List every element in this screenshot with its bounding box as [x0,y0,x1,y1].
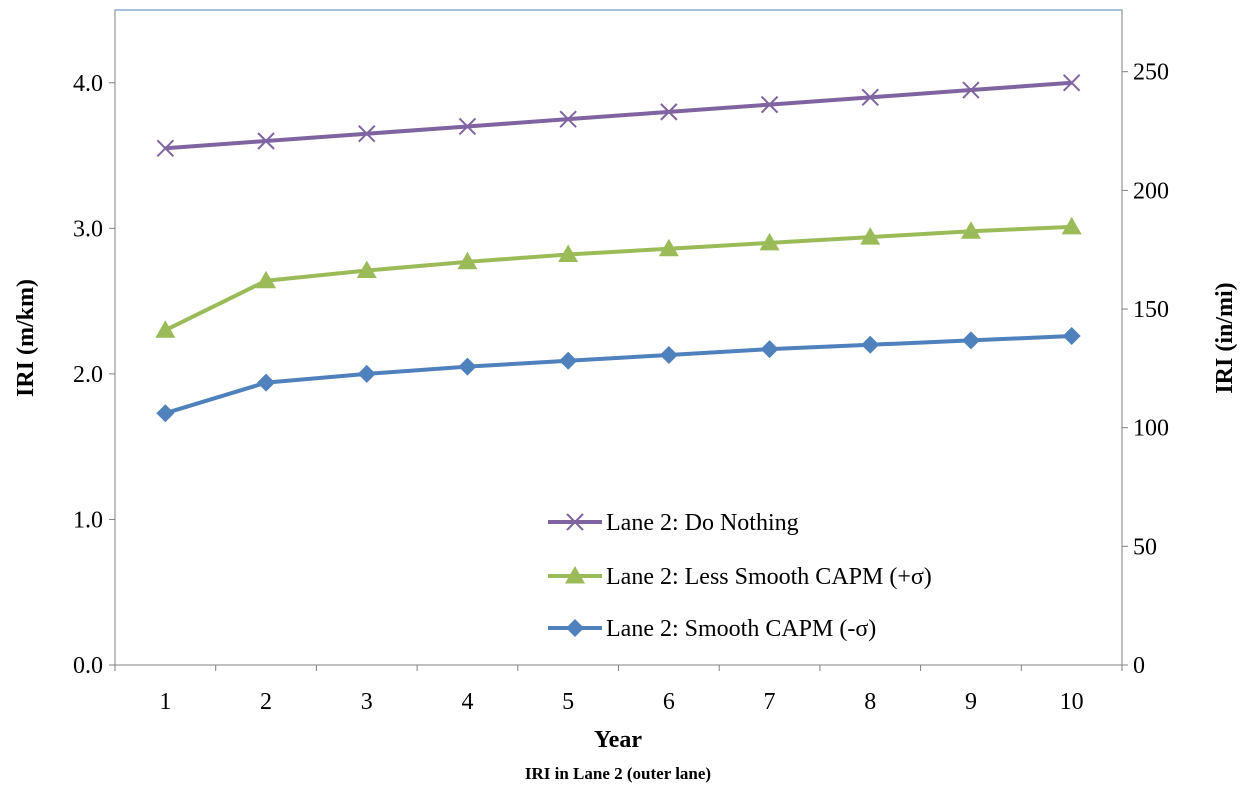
marker-stroke [257,132,275,150]
marker-stroke [962,81,980,99]
data-point [457,251,478,270]
data-point [257,373,276,392]
y-tick-label: 4.0 [73,71,103,97]
data-point [659,345,678,364]
data-point [257,132,275,150]
marker-stroke [458,117,477,136]
y-axis-title: IRI (m/km) [13,279,39,397]
x-tick-label: 1 [159,689,171,715]
y2-tick-label: 200 [1133,178,1169,204]
series-2 [155,216,1082,338]
data-point [356,260,377,279]
marker-stroke [566,513,584,531]
y2-axis-title: IRI (in/mi) [1212,282,1238,393]
data-point [559,351,578,370]
marker-stroke [559,110,577,128]
x-tick-label: 8 [864,689,876,715]
data-point [357,364,376,383]
data-point [961,331,980,350]
legend-item: Lane 2: Smooth CAPM (-σ) [548,616,876,642]
data-point [559,110,577,128]
data-point [156,139,175,157]
marker-stroke [861,88,879,107]
chart-caption: IRI in Lane 2 (outer lane) [525,764,711,783]
data-point [960,221,981,239]
data-point [1062,327,1081,346]
data-point [861,88,879,107]
y2-tick-label: 100 [1133,416,1169,442]
data-point [1062,74,1081,92]
x-tick-label: 6 [663,689,675,715]
marker-stroke [1062,74,1081,92]
x-tick-label: 3 [361,689,373,715]
x-tick-label: 5 [562,689,574,715]
x-axis-title: Year [594,727,642,753]
legend: Lane 2: Do Nothing Lane 2: Less Smooth CA… [548,510,932,642]
y-tick-label: 1.0 [73,507,103,533]
legend-marker [566,619,584,637]
data-point [759,232,780,251]
series-1 [156,74,1081,157]
data-point [760,95,779,114]
x-tick-label: 2 [260,689,272,715]
data-point [458,357,477,376]
marker-stroke [358,125,376,143]
series-line [165,80,1072,151]
legend-label: Lane 2: Less Smooth CAPM (+σ) [606,564,932,590]
data-point [760,340,779,359]
marker-stroke [156,139,175,157]
y2-tick-label: 50 [1133,534,1157,560]
data-point [155,320,176,338]
series-group [155,74,1082,423]
x-tick-label: 4 [461,689,473,715]
x-tick-label: 9 [965,689,977,715]
data-point [358,125,376,143]
legend-marker [566,513,584,531]
y-tick-label: 2.0 [73,362,103,388]
data-point [861,335,880,354]
x-tick-label: 10 [1060,689,1084,715]
data-point [256,270,277,289]
series-line [164,224,1072,333]
legend-label: Lane 2: Do Nothing [606,510,799,536]
data-point [156,404,175,423]
series-3 [156,327,1081,423]
legend-item: Lane 2: Less Smooth CAPM (+σ) [548,564,932,590]
y-tick-label: 0.0 [73,653,103,679]
data-point [558,244,579,263]
y-tick-label: 3.0 [73,216,103,242]
legend-marker [565,566,585,584]
data-point [1061,216,1082,235]
data-point [660,103,678,121]
x-tick-label: 7 [764,689,776,715]
series-line [164,334,1072,416]
legend-label: Lane 2: Smooth CAPM (-σ) [606,616,876,642]
y2-tick-label: 150 [1133,297,1169,323]
y2-tick-label: 250 [1133,60,1169,86]
marker-stroke [660,103,678,121]
data-point [458,117,477,136]
y2-tick-label: 0 [1133,653,1145,679]
marker-stroke [760,95,779,114]
data-point [962,81,980,99]
legend-item: Lane 2: Do Nothing [548,510,799,536]
data-point [658,238,679,257]
data-point [860,227,881,245]
axes: 0.0 1.0 2.0 3.0 4.0 0 50 100 150 200 250 1 2 3 4 5 6 7 8 9 1… [73,10,1169,715]
